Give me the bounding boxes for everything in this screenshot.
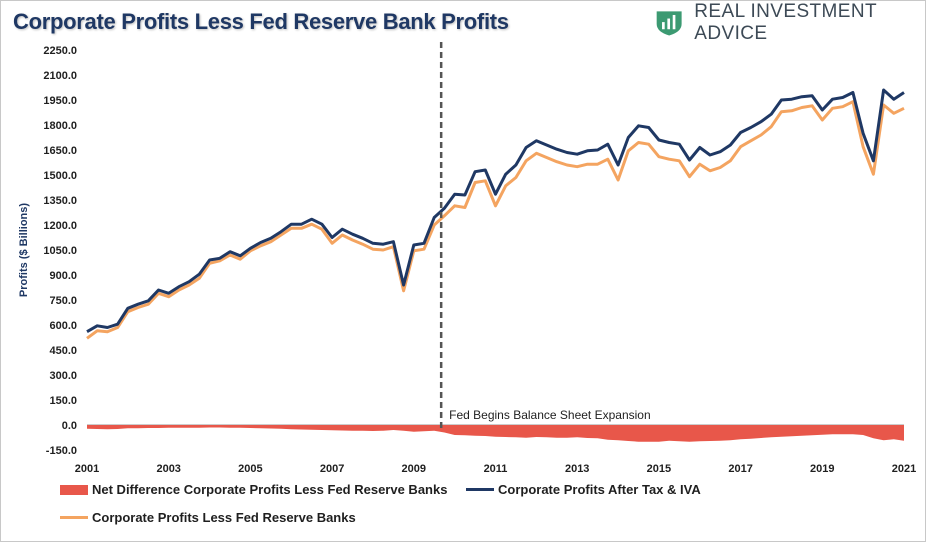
- x-tick-label: 2003: [156, 463, 180, 475]
- legend-swatch-orange-line: [60, 516, 88, 519]
- y-tick-label: 2100.0: [43, 70, 77, 82]
- legend-label-net-difference: Net Difference Corporate Profits Less Fe…: [92, 482, 448, 497]
- x-tick-label: 2007: [320, 463, 344, 475]
- y-tick-label: 1650.0: [43, 145, 77, 157]
- y-tick-label: 1200.0: [43, 220, 77, 232]
- legend-item-after-tax: Corporate Profits After Tax & IVA: [466, 482, 701, 497]
- y-tick-label: 150.0: [49, 395, 77, 407]
- y-tick-label: 0.0: [62, 420, 77, 432]
- x-tick-label: 2011: [484, 463, 508, 475]
- y-tick-label: 900.0: [49, 270, 77, 282]
- legend-item-net-difference: Net Difference Corporate Profits Less Fe…: [60, 482, 447, 497]
- y-tick-label: -150.0: [46, 445, 77, 457]
- x-tick-label: 2019: [810, 463, 834, 475]
- chart-title: Corporate Profits Less Fed Reserve Bank …: [13, 9, 509, 34]
- y-tick-label: 1350.0: [43, 195, 77, 207]
- y-tick-label: 300.0: [49, 370, 77, 382]
- legend-swatch-navy-line: [466, 488, 494, 491]
- x-tick-label: 2005: [238, 463, 262, 475]
- series-line-less-fed: [86, 100, 905, 340]
- annotation-label: Fed Begins Balance Sheet Expansion: [449, 408, 650, 422]
- legend-label-less-fed: Corporate Profits Less Fed Reserve Banks: [92, 510, 356, 525]
- y-tick-label: 750.0: [49, 295, 77, 307]
- y-tick-label: 600.0: [49, 320, 77, 332]
- series-area-net-difference: [87, 425, 904, 442]
- brand-logo: REAL INVESTMENT ADVICE: [654, 1, 926, 44]
- legend-swatch-area: [60, 484, 88, 495]
- x-tick-label: 2021: [892, 463, 916, 475]
- y-tick-label: 1050.0: [43, 245, 77, 257]
- brand-name: REAL INVESTMENT ADVICE: [694, 1, 877, 44]
- legend-label-after-tax: Corporate Profits After Tax & IVA: [498, 482, 701, 497]
- y-tick-label: 1950.0: [43, 95, 77, 107]
- shield-chart-icon: [656, 11, 682, 36]
- x-tick-label: 2009: [402, 463, 426, 475]
- x-tick-label: 2017: [728, 463, 752, 475]
- legend-item-less-fed: Corporate Profits Less Fed Reserve Banks: [60, 510, 356, 525]
- y-tick-label: 1800.0: [43, 120, 77, 132]
- x-tick-label: 2013: [565, 463, 589, 475]
- x-tick-label: 2015: [647, 463, 671, 475]
- y-tick-label: 2250.0: [43, 45, 77, 57]
- y-axis-label: Profits ($ Billions): [18, 203, 30, 297]
- y-tick-label: 1500.0: [43, 170, 77, 182]
- series-line-after-tax: [86, 88, 905, 333]
- y-tick-label: 450.0: [49, 345, 77, 357]
- x-tick-label: 2001: [75, 463, 99, 475]
